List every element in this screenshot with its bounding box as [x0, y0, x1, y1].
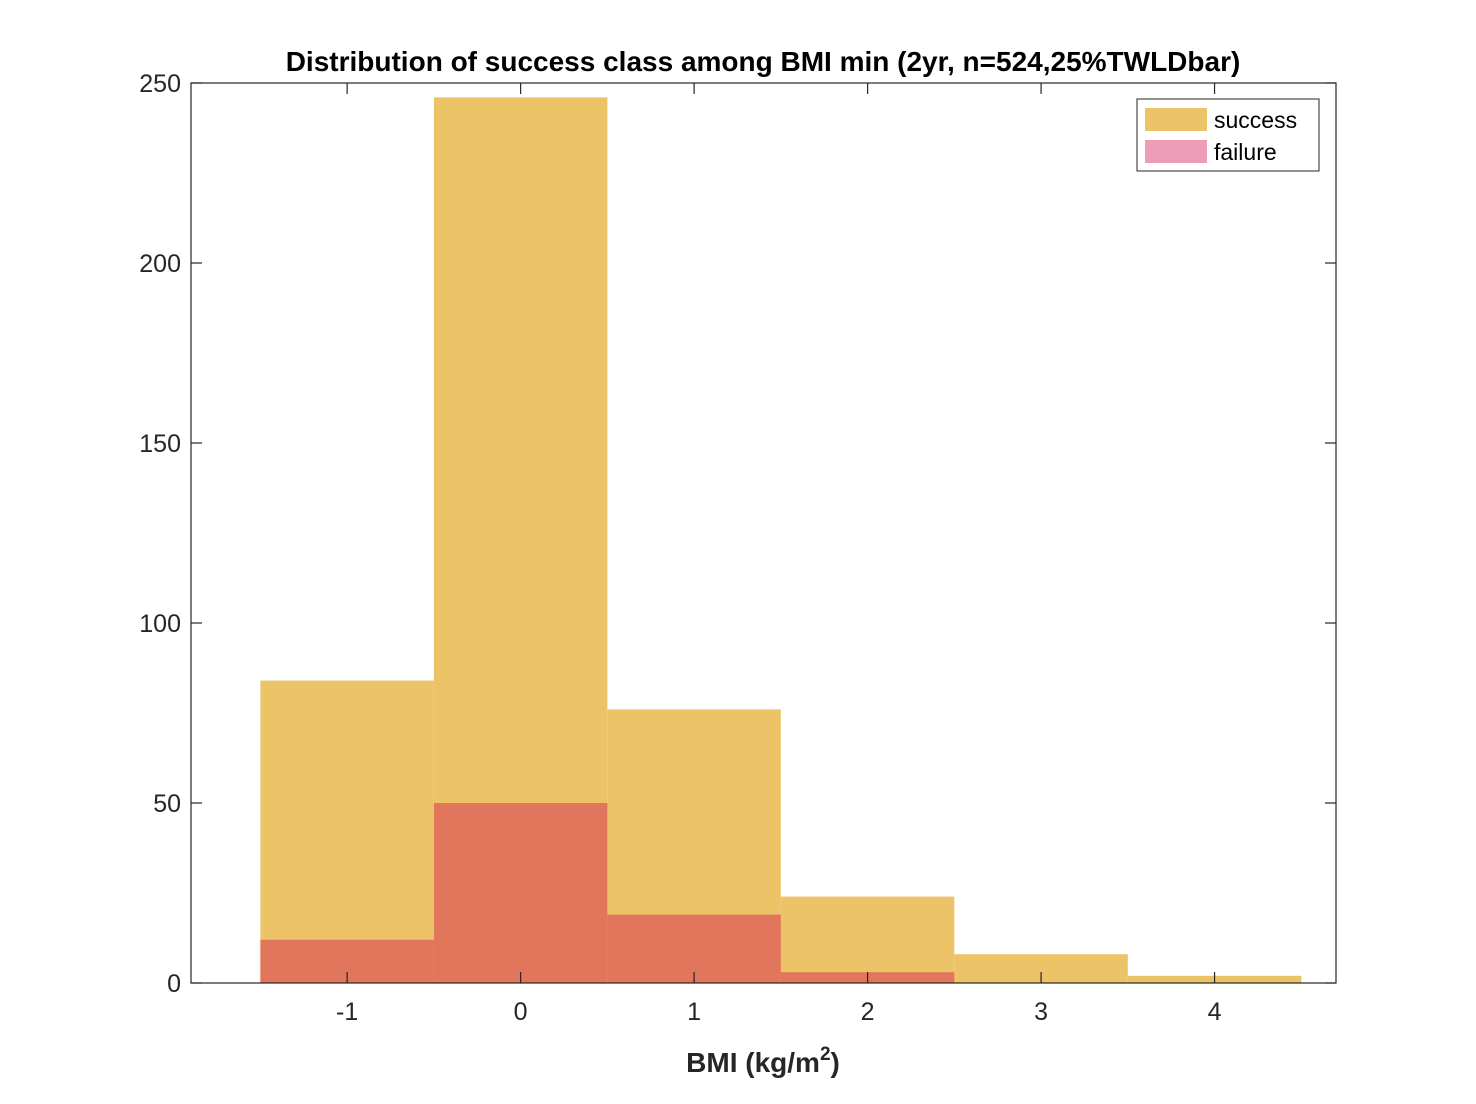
x-axis-label-superscript: 2 [820, 1044, 831, 1065]
x-tick-label: 0 [514, 998, 528, 1026]
success-series [260, 97, 1302, 983]
y-axis: 0 50 100 150 200 250 [139, 70, 1336, 998]
success-bar-3 [780, 896, 955, 983]
x-tick-label: 3 [1034, 998, 1048, 1026]
failure-bar-1 [433, 803, 608, 983]
x-axis-label-main: BMI (kg/m [686, 1047, 820, 1078]
y-tick-label: 200 [139, 250, 181, 278]
legend: success failure [1136, 98, 1320, 172]
failure-bar-2 [607, 914, 781, 983]
success-bar-0 [260, 680, 434, 983]
legend-label-failure: failure [1214, 139, 1277, 165]
x-axis: -1 0 1 2 3 4 [336, 83, 1222, 1026]
x-axis-label: BMI (kg/m2) [686, 1044, 840, 1078]
x-tick-label: -1 [336, 998, 358, 1026]
y-tick-label: 0 [167, 970, 181, 998]
x-tick-label: 4 [1208, 998, 1222, 1026]
legend-swatch-failure [1145, 140, 1207, 163]
y-tick-label: 50 [153, 790, 181, 818]
x-tick-label: 1 [687, 998, 701, 1026]
plot-area: -1 0 1 2 3 4 0 50 100 150 200 250 [139, 70, 1337, 1026]
legend-swatch-success [1145, 108, 1207, 131]
y-tick-label: 100 [139, 610, 181, 638]
y-tick-label: 250 [139, 70, 181, 98]
legend-label-success: success [1214, 107, 1297, 133]
chart-title: Distribution of success class among BMI … [286, 46, 1241, 77]
x-tick-label: 2 [861, 998, 875, 1026]
y-tick-label: 150 [139, 430, 181, 458]
axes-box [190, 82, 1337, 984]
x-axis-label-end: ) [831, 1047, 840, 1078]
